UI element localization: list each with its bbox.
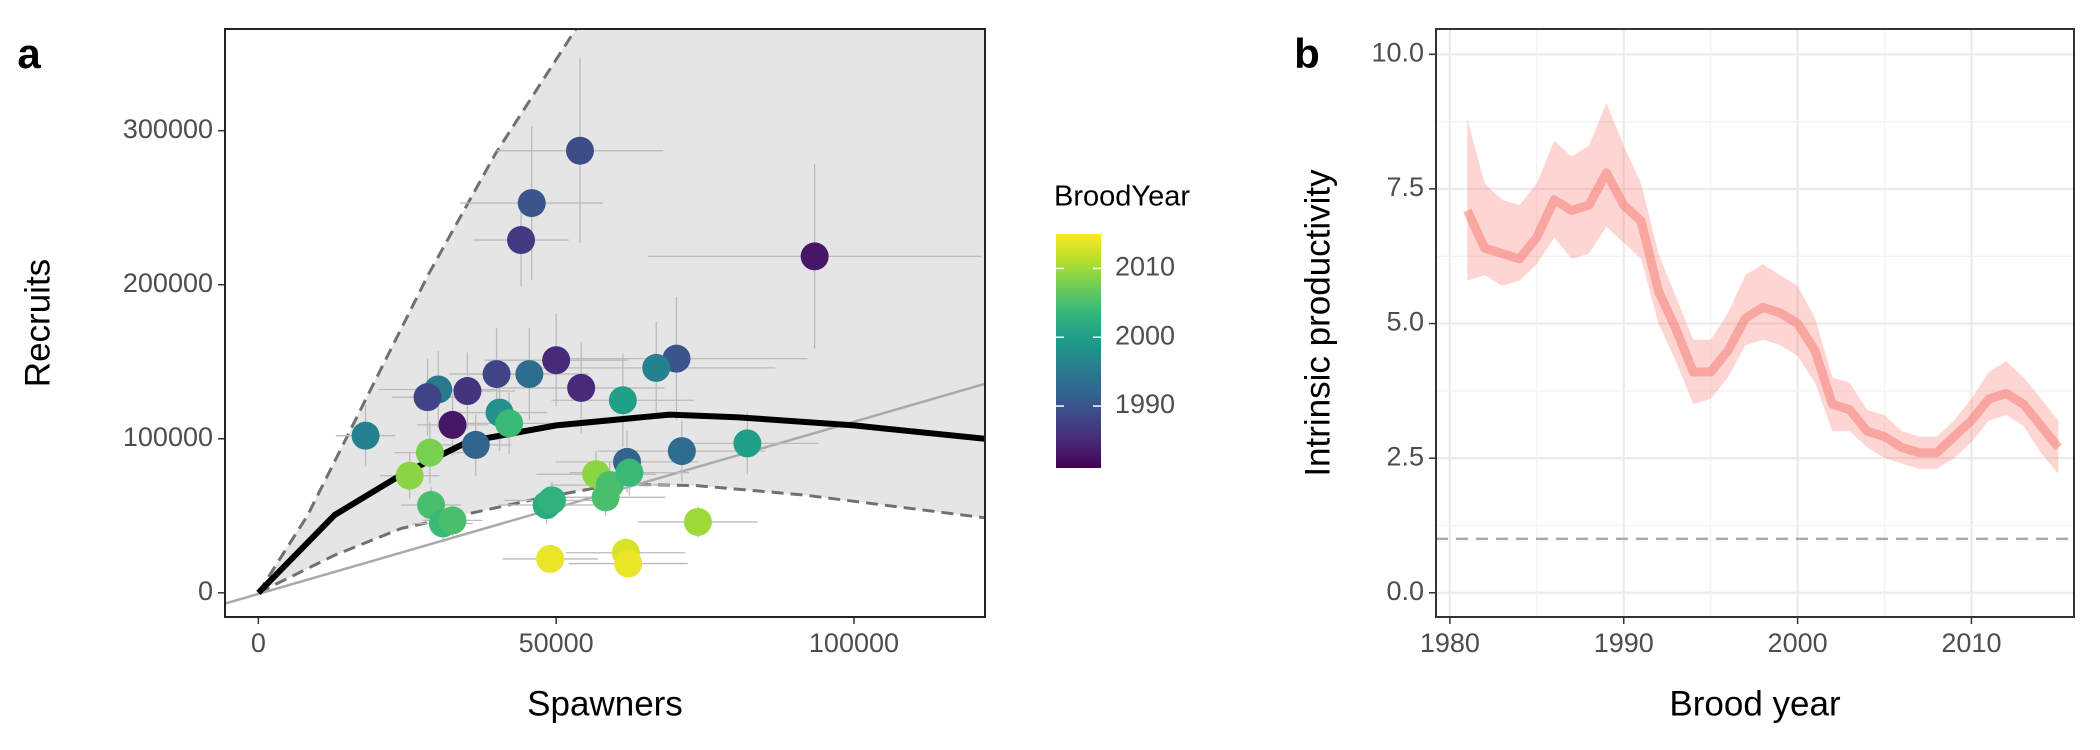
point <box>667 437 696 466</box>
point <box>536 544 565 573</box>
point <box>733 429 762 458</box>
point <box>800 242 829 271</box>
colorbar-tick-label: 2010 <box>1115 252 1175 282</box>
panel-label: b <box>1294 30 1320 77</box>
x-tick-label: 1990 <box>1594 628 1654 658</box>
x-tick-label: 2000 <box>1768 628 1828 658</box>
point <box>351 421 380 450</box>
point <box>537 486 566 515</box>
median-line <box>1463 168 2062 458</box>
x-tick-label: 1980 <box>1420 628 1480 658</box>
point <box>608 386 637 415</box>
point <box>517 189 546 218</box>
median-curve <box>256 411 985 595</box>
point <box>507 226 536 255</box>
point <box>453 377 482 406</box>
y-tick-label: 7.5 <box>1386 172 1424 202</box>
legend-title: BroodYear <box>1054 181 1190 213</box>
panel-label: a <box>17 30 41 77</box>
colorbar-tick-label: 2000 <box>1115 320 1175 350</box>
panel-border <box>224 28 986 618</box>
point <box>438 506 467 535</box>
point <box>642 353 671 382</box>
point <box>542 346 571 375</box>
point <box>614 549 643 578</box>
y-tick-label: 2.5 <box>1386 441 1424 471</box>
x-axis-title: Brood year <box>1669 684 1841 723</box>
y-tick-label: 200000 <box>123 268 213 298</box>
point <box>415 438 444 467</box>
y-tick-label: 5.0 <box>1386 307 1424 337</box>
colorbar <box>1056 234 1101 468</box>
x-tick-label: 50000 <box>519 628 594 658</box>
point <box>615 458 644 487</box>
x-tick-label: 100000 <box>809 628 899 658</box>
point <box>482 360 511 389</box>
credible-band <box>258 29 985 593</box>
x-tick-label: 0 <box>251 628 266 658</box>
point <box>515 360 544 389</box>
y-axis-title: Recruits <box>18 259 57 387</box>
y-tick-label: 0.0 <box>1386 576 1424 606</box>
x-tick-label: 2010 <box>1941 628 2001 658</box>
y-tick-label: 0 <box>198 576 213 606</box>
panel-border <box>1435 28 2075 618</box>
point <box>413 383 442 412</box>
point <box>395 461 424 490</box>
point <box>567 373 596 402</box>
x-axis-title: Spawners <box>527 684 683 723</box>
point <box>683 507 712 536</box>
colorbar-tick-label: 1990 <box>1115 389 1175 419</box>
point <box>495 409 524 438</box>
point <box>591 483 620 512</box>
y-axis-title: Intrinsic productivity <box>1298 169 1337 477</box>
y-tick-label: 100000 <box>123 422 213 452</box>
bound-curve <box>257 29 578 594</box>
point <box>565 136 594 165</box>
point <box>461 430 490 459</box>
y-tick-label: 10.0 <box>1371 37 1424 67</box>
plot-area <box>1436 102 2074 541</box>
point <box>438 410 467 439</box>
y-tick-label: 300000 <box>123 114 213 144</box>
plot-area <box>225 29 985 605</box>
bound-curve <box>257 482 985 595</box>
